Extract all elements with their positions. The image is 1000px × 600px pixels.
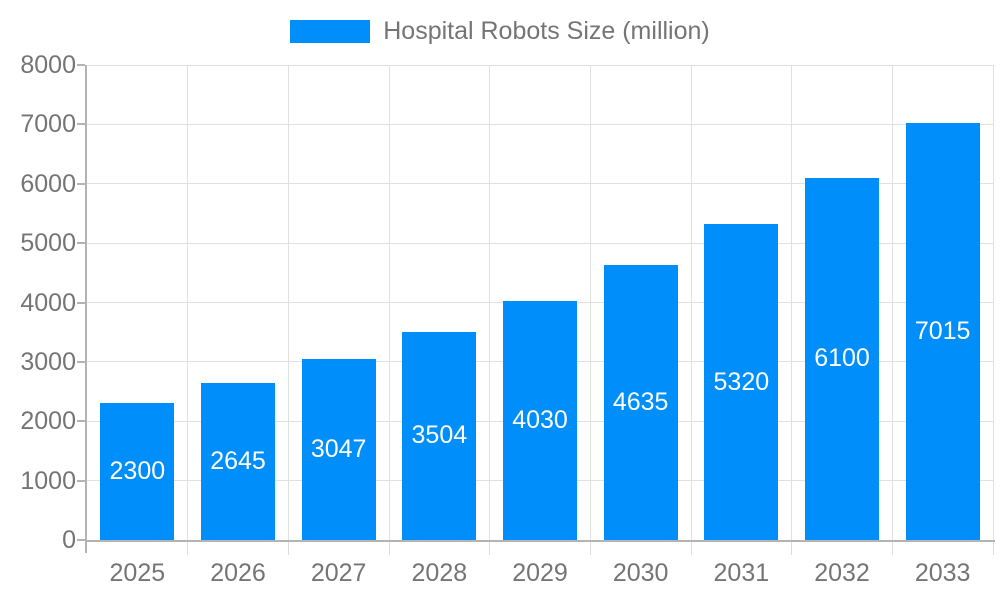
vertical-gridline xyxy=(891,65,893,540)
bar-2031[interactable]: 5320 xyxy=(704,224,779,540)
x-axis-tick-label: 2028 xyxy=(411,559,468,587)
x-axis-tick xyxy=(690,542,692,555)
x-axis-tick xyxy=(589,542,591,555)
y-axis-tick xyxy=(77,360,85,363)
vertical-gridline xyxy=(388,65,390,540)
legend-label: Hospital Robots Size (million) xyxy=(383,16,710,45)
x-axis-tick xyxy=(287,542,289,555)
x-axis-line xyxy=(85,540,995,542)
bar-value-label: 2645 xyxy=(210,446,266,475)
bar-value-label: 7015 xyxy=(914,317,971,346)
x-axis-tick-label: 2031 xyxy=(713,559,770,587)
y-axis-tick-label: 7000 xyxy=(20,110,76,139)
y-axis-tick xyxy=(77,242,85,245)
bar-2025[interactable]: 2300 xyxy=(100,403,175,540)
plot-area: 2300 2645 3047 3504 4030 4635 5320 6100 7015 xyxy=(77,64,995,555)
x-axis-tick xyxy=(388,542,390,555)
bar-value-label: 4030 xyxy=(512,405,568,434)
x-axis-tick-label: 2027 xyxy=(310,559,367,587)
bar-2026[interactable]: 2645 xyxy=(201,382,275,540)
bar-2029[interactable]: 4030 xyxy=(503,300,577,540)
y-axis-tick-label: 5000 xyxy=(20,229,76,258)
x-axis-tick-label: 2025 xyxy=(109,559,166,587)
bar-value-label: 5320 xyxy=(713,367,770,396)
bar-2027[interactable]: 3047 xyxy=(301,359,376,540)
y-axis-tick xyxy=(77,64,85,66)
x-axis-tick-label: 2029 xyxy=(512,559,568,587)
bar-value-label: 2300 xyxy=(109,457,166,486)
legend[interactable]: Hospital Robots Size (million) xyxy=(0,17,1000,45)
horizontal-gridline xyxy=(87,64,993,66)
bar-2033[interactable]: 7015 xyxy=(905,123,980,540)
vertical-gridline xyxy=(489,65,491,540)
vertical-gridline xyxy=(690,65,692,540)
x-axis-tick xyxy=(992,542,994,555)
x-axis-tick xyxy=(791,542,793,555)
x-axis-tick xyxy=(489,542,491,555)
vertical-gridline xyxy=(187,65,189,540)
bar-value-label: 3504 xyxy=(411,421,468,450)
x-axis-tick-label: 2030 xyxy=(612,559,669,587)
x-axis-tick xyxy=(891,542,893,555)
x-axis-tick-label: 2032 xyxy=(814,559,870,587)
y-axis-tick-label: 1000 xyxy=(20,466,76,495)
y-axis-tick xyxy=(77,479,85,482)
y-axis-tick xyxy=(77,420,85,423)
y-axis-tick xyxy=(77,301,85,304)
bar-2032[interactable]: 6100 xyxy=(805,177,879,540)
vertical-gridline xyxy=(287,65,289,540)
horizontal-gridline xyxy=(87,183,993,185)
x-axis-tick-label: 2026 xyxy=(210,559,266,587)
vertical-gridline xyxy=(589,65,591,540)
bar-value-label: 3047 xyxy=(310,435,367,464)
bar-2028[interactable]: 3504 xyxy=(402,331,477,540)
y-axis-tick xyxy=(77,123,85,126)
y-axis-tick xyxy=(77,182,85,185)
horizontal-gridline xyxy=(87,242,993,244)
vertical-gridline xyxy=(791,65,793,540)
legend-swatch-icon xyxy=(290,19,371,43)
y-axis-tick-label: 4000 xyxy=(20,288,76,317)
y-axis-line xyxy=(85,65,87,553)
y-axis-tick xyxy=(77,539,85,541)
bar-2030[interactable]: 4635 xyxy=(603,264,678,540)
vertical-gridline xyxy=(992,65,994,540)
bar-value-label: 4635 xyxy=(612,387,669,416)
y-axis-tick-label: 2000 xyxy=(20,407,76,436)
y-axis-tick-label: 0 xyxy=(62,526,76,554)
horizontal-gridline xyxy=(87,123,993,125)
y-axis-tick-label: 3000 xyxy=(20,347,76,376)
y-axis-tick-label: 6000 xyxy=(20,169,76,198)
bar-value-label: 6100 xyxy=(814,344,870,373)
y-axis-tick-label: 8000 xyxy=(20,51,76,79)
x-axis-tick-label: 2033 xyxy=(914,559,971,587)
x-axis-tick xyxy=(187,542,189,555)
